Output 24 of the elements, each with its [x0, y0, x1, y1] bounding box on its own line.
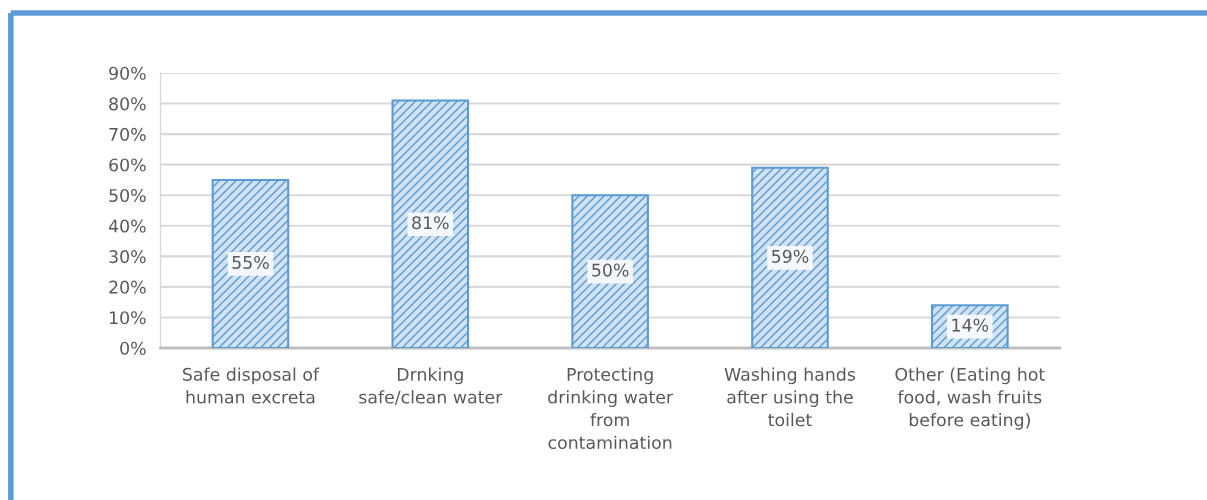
- x-tick-label: Safe disposal of human excreta: [182, 367, 320, 404]
- bar: [391, 99, 470, 348]
- data-label: 14%: [952, 318, 989, 332]
- bar: [571, 194, 649, 348]
- x-tick-label: Drnking safe/clean water: [359, 367, 503, 405]
- y-tick-label: 30%: [109, 250, 146, 264]
- y-tick-label: 50%: [109, 188, 146, 203]
- bar: [211, 178, 290, 348]
- y-tick-label: 90%: [109, 66, 146, 80]
- y-tick-label: 60%: [109, 158, 146, 172]
- y-tick-label: 80%: [109, 97, 146, 111]
- x-tick-label: Washing hands after using the toilet: [724, 367, 856, 427]
- y-tick-label: 40%: [108, 219, 146, 233]
- y-tick-label: 70%: [109, 127, 146, 141]
- y-tick-label: 10%: [109, 311, 146, 325]
- bar: [751, 166, 829, 348]
- x-tick-label: Other (Eating hot food, wash fruits before eating): [895, 367, 1045, 430]
- data-label: 59%: [772, 249, 809, 263]
- data-label: 81%: [412, 216, 449, 230]
- y-tick-label: 20%: [109, 280, 146, 294]
- x-tick-label: Protecting drinking water from contamination: [548, 367, 674, 450]
- y-tick-label: 0%: [120, 341, 146, 355]
- data-label: 50%: [592, 263, 629, 277]
- data-label: 55%: [232, 255, 269, 270]
